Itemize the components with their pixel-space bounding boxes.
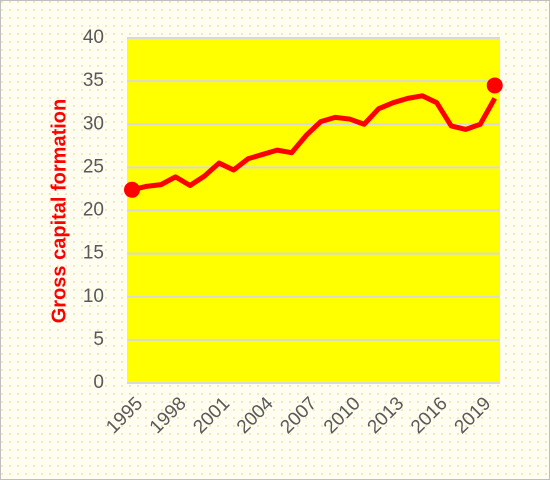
marker	[124, 181, 140, 198]
y-tick-label: 15	[83, 243, 104, 264]
y-tick-label: 35	[83, 70, 104, 91]
y-tick-label: 20	[83, 200, 104, 221]
y-tick-label: 40	[83, 27, 104, 48]
line	[131, 93, 497, 193]
marker	[486, 77, 503, 94]
y-axis-label: Gross capital formation	[48, 99, 70, 324]
y-tick-label: 25	[83, 156, 104, 177]
y-tick-label: 30	[83, 113, 104, 134]
y-tick-label: 10	[83, 286, 104, 307]
y-tick-label: 0	[93, 372, 104, 393]
y-tick-label: 5	[93, 329, 104, 350]
